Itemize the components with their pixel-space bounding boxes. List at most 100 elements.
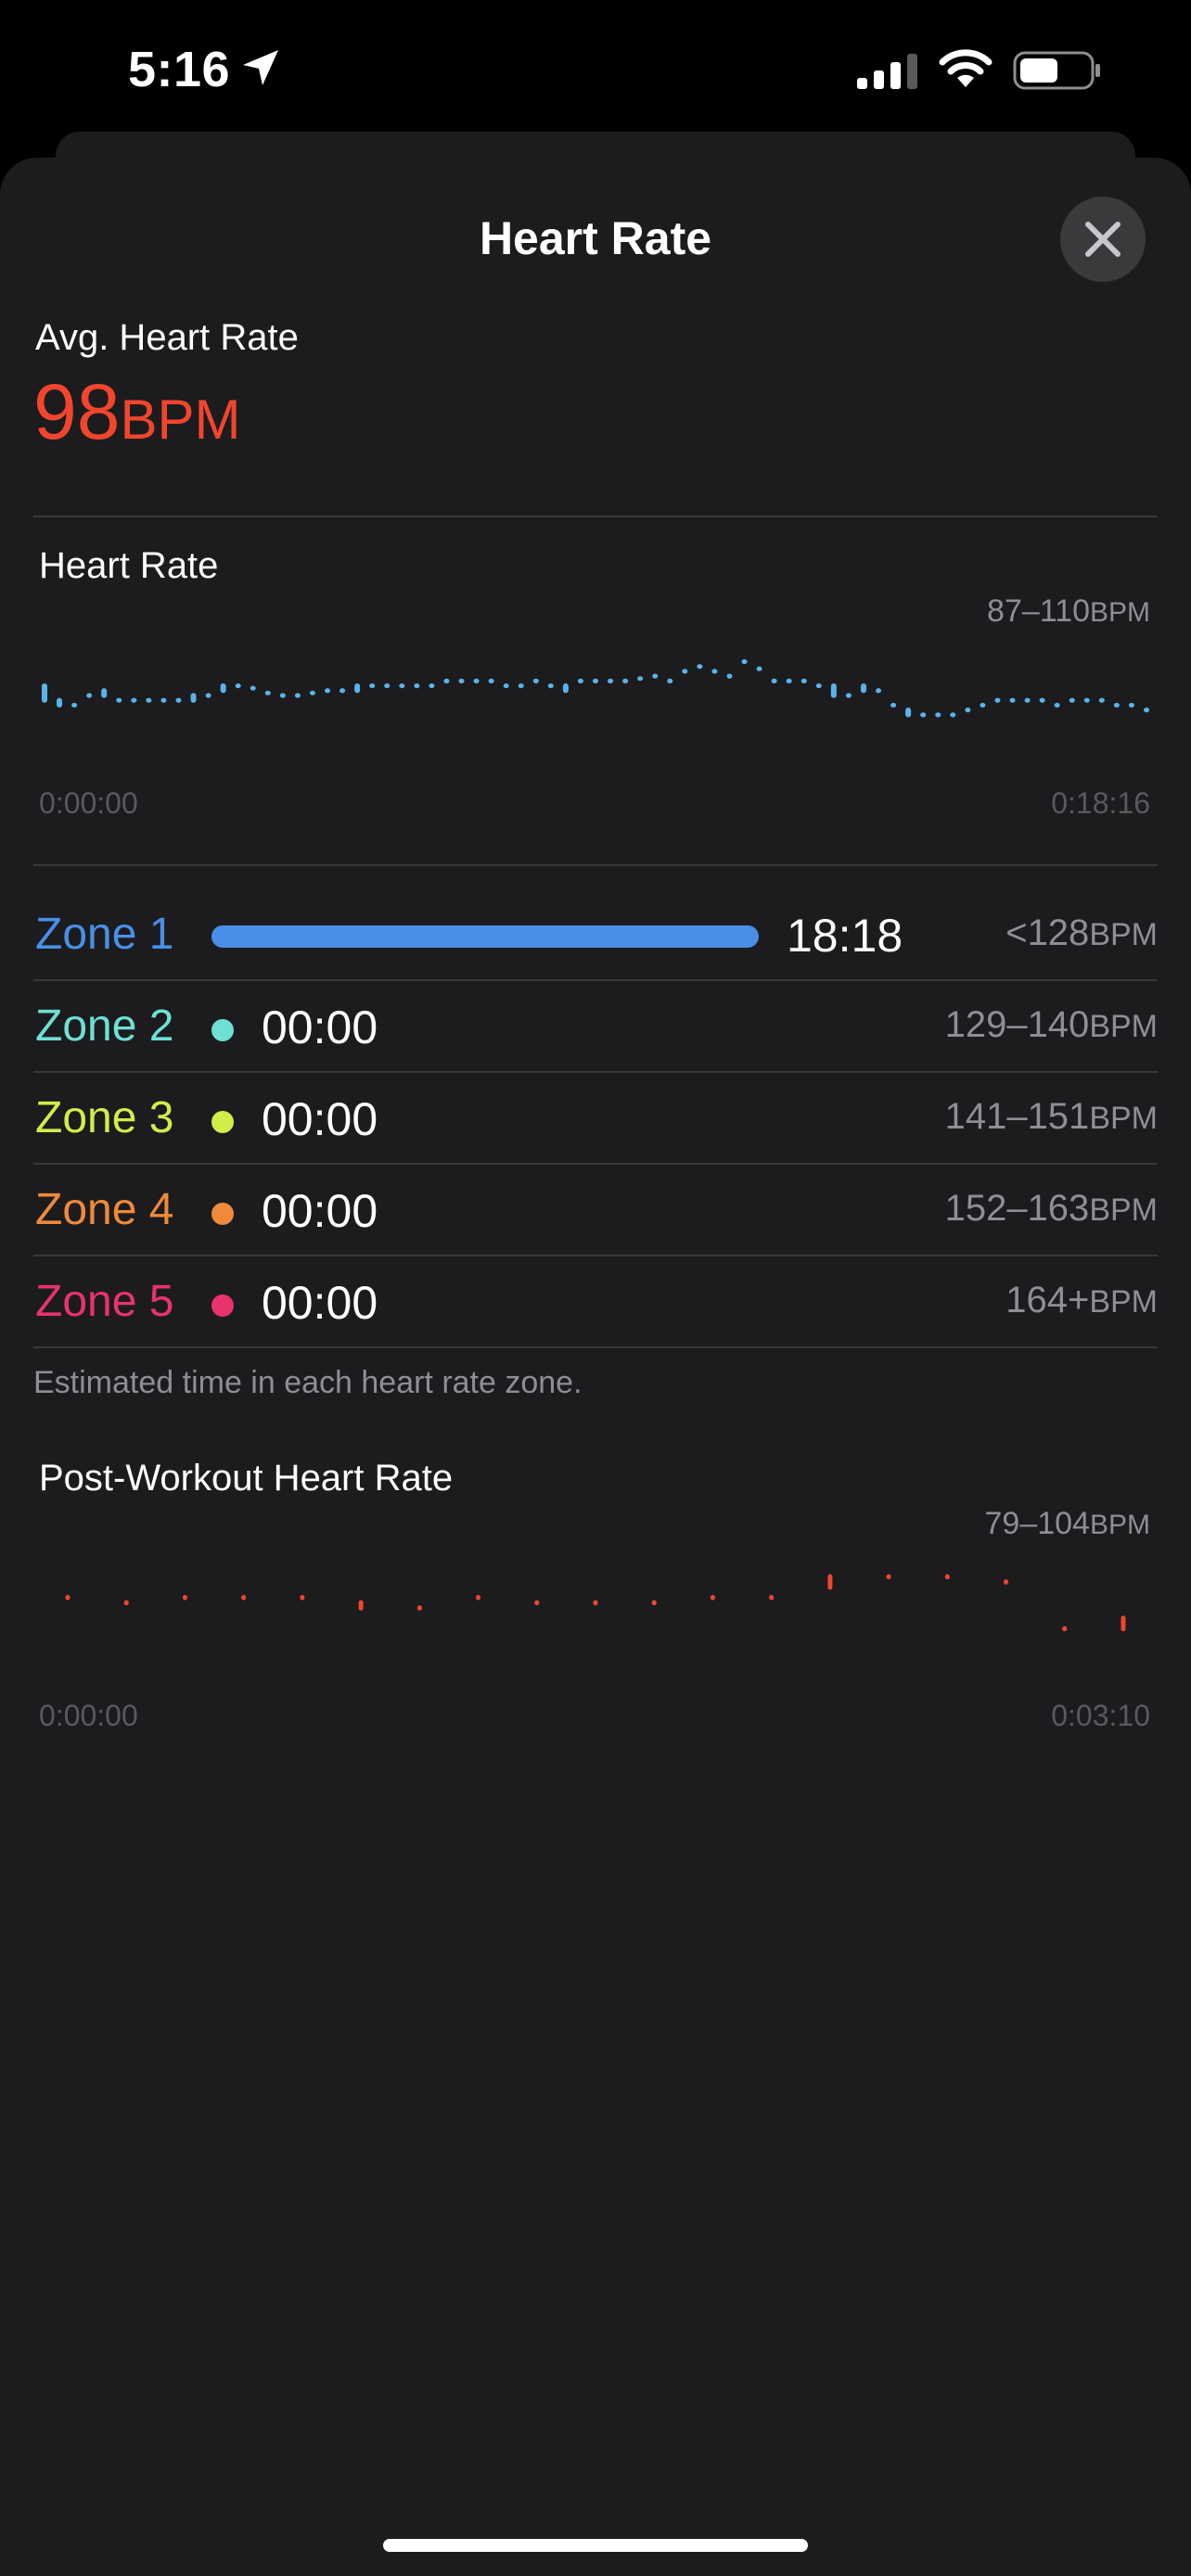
hr-range-bar xyxy=(593,678,598,683)
post-hr-range-bar xyxy=(944,1574,950,1580)
post-hr-range-bar xyxy=(358,1600,364,1611)
hr-range-bar xyxy=(697,664,703,670)
zone-range: 164+BPM xyxy=(1005,1280,1158,1321)
close-button[interactable] xyxy=(1060,197,1146,282)
divider xyxy=(33,1163,1158,1165)
zone-name: Zone 4 xyxy=(35,1185,174,1234)
hr-range-bar xyxy=(935,712,941,718)
hr-range-bar xyxy=(532,678,539,683)
hr-range-bar xyxy=(577,678,583,683)
zone-time: 00:00 xyxy=(262,1001,378,1053)
post-chart-start-label: 0:00:00 xyxy=(39,1699,138,1732)
hr-range-bar xyxy=(637,676,644,682)
zone-4-dot xyxy=(211,1203,234,1225)
hr-range-bar xyxy=(980,702,986,708)
hr-range-bar xyxy=(131,697,137,703)
heart-rate-sheet: Heart Rate Avg. Heart Rate 98BPM Heart R… xyxy=(0,158,1191,2576)
hr-range-bar xyxy=(443,678,450,683)
hr-range-bar xyxy=(190,693,197,703)
post-hr-range-bar xyxy=(651,1600,657,1606)
post-hr-range-bar xyxy=(65,1595,70,1600)
zone-row-5: Zone 5 00:00 164+BPM xyxy=(33,1256,1158,1347)
post-hr-range-bar xyxy=(416,1605,422,1611)
hr-range-bar xyxy=(488,678,494,683)
zone-range-unit: BPM xyxy=(1089,1101,1158,1136)
hr-range-bar xyxy=(1024,697,1031,703)
avg-heart-rate-number: 98 xyxy=(33,368,121,455)
post-hr-range-bar xyxy=(300,1595,305,1600)
hr-range-bar xyxy=(845,693,852,698)
zone-range: 129–140BPM xyxy=(945,1004,1158,1046)
post-hr-range-bar xyxy=(241,1595,247,1600)
hr-range-bar xyxy=(815,682,822,689)
zone-range-unit: BPM xyxy=(1089,1192,1158,1228)
hr-range-bar xyxy=(756,666,762,671)
post-hr-range-bar xyxy=(886,1574,891,1580)
hr-chart-range-unit: BPM xyxy=(1089,597,1150,628)
hr-range-bar xyxy=(264,690,271,695)
post-chart-end-label: 0:03:10 xyxy=(1051,1699,1150,1732)
post-hr-range-bar xyxy=(476,1595,481,1600)
hr-range-bar xyxy=(518,682,524,689)
post-hr-range-bar xyxy=(593,1600,598,1606)
zone-name: Zone 5 xyxy=(35,1277,174,1326)
hr-range-bar xyxy=(503,682,509,689)
hr-range-bar xyxy=(786,678,792,683)
zone-range-value: 164+ xyxy=(1005,1280,1090,1320)
hr-range-bar xyxy=(1098,697,1105,703)
zone-range-unit: BPM xyxy=(1089,917,1158,952)
zone-range-value: 141–151 xyxy=(944,1096,1090,1137)
zone-range-unit: BPM xyxy=(1089,1009,1158,1044)
hr-range-bar xyxy=(42,682,47,703)
zone-name: Zone 2 xyxy=(35,1001,174,1051)
zone-range-value: <128 xyxy=(1005,912,1090,953)
zone-name: Zone 1 xyxy=(35,910,174,959)
hr-range-bar xyxy=(562,682,569,694)
hr-range-bar xyxy=(1083,697,1090,703)
zone-time: 18:18 xyxy=(787,910,903,962)
zone-3-dot xyxy=(211,1111,234,1133)
hr-range-bar xyxy=(205,693,211,698)
post-hr-range-bar xyxy=(534,1600,540,1606)
battery-icon xyxy=(1013,51,1100,90)
hr-range-bar xyxy=(160,697,167,703)
hr-range-bar xyxy=(890,702,897,708)
zone-1-progress-bar xyxy=(211,925,759,948)
wifi-icon xyxy=(939,49,992,87)
zone-time: 00:00 xyxy=(262,1185,378,1237)
hr-range-bar xyxy=(235,682,241,689)
home-indicator[interactable] xyxy=(383,2539,808,2552)
hr-range-bar xyxy=(860,682,866,694)
hr-range-bar xyxy=(339,688,346,694)
avg-heart-rate-label: Avg. Heart Rate xyxy=(35,317,299,358)
hr-range-bar xyxy=(1054,702,1060,708)
sheet-title: Heart Rate xyxy=(479,212,712,264)
divider xyxy=(33,1346,1158,1348)
hr-range-bar xyxy=(71,702,78,708)
hr-chart-range-value: 87–110 xyxy=(987,593,1090,629)
hr-chart-end-label: 0:18:16 xyxy=(1051,786,1150,820)
zone-range-value: 152–163 xyxy=(944,1188,1090,1229)
hr-range-bar xyxy=(57,697,63,708)
post-hr-range-bar xyxy=(182,1595,187,1600)
zone-row-1: Zone 1 18:18 <128BPM xyxy=(33,888,1158,980)
zone-range-value: 129–140 xyxy=(944,1004,1090,1045)
post-hr-range-bar xyxy=(769,1595,775,1600)
divider xyxy=(33,1071,1158,1073)
hr-range-bar xyxy=(622,678,629,683)
hr-range-bar xyxy=(667,678,673,683)
hr-range-bar xyxy=(608,678,614,683)
divider xyxy=(33,864,1158,866)
hr-range-bar xyxy=(950,712,956,718)
hr-range-bar xyxy=(116,697,122,703)
hr-range-bar xyxy=(309,690,315,695)
zone-range: 152–163BPM xyxy=(945,1188,1158,1230)
zone-name: Zone 3 xyxy=(35,1093,174,1142)
hr-range-bar xyxy=(1144,708,1149,713)
hr-range-bar xyxy=(1069,697,1075,703)
hr-range-bar xyxy=(771,678,777,683)
post-hr-range-bar xyxy=(1121,1615,1126,1632)
hr-range-bar xyxy=(384,682,391,689)
zone-range: <128BPM xyxy=(1005,912,1158,954)
hr-range-bar xyxy=(1009,697,1016,703)
